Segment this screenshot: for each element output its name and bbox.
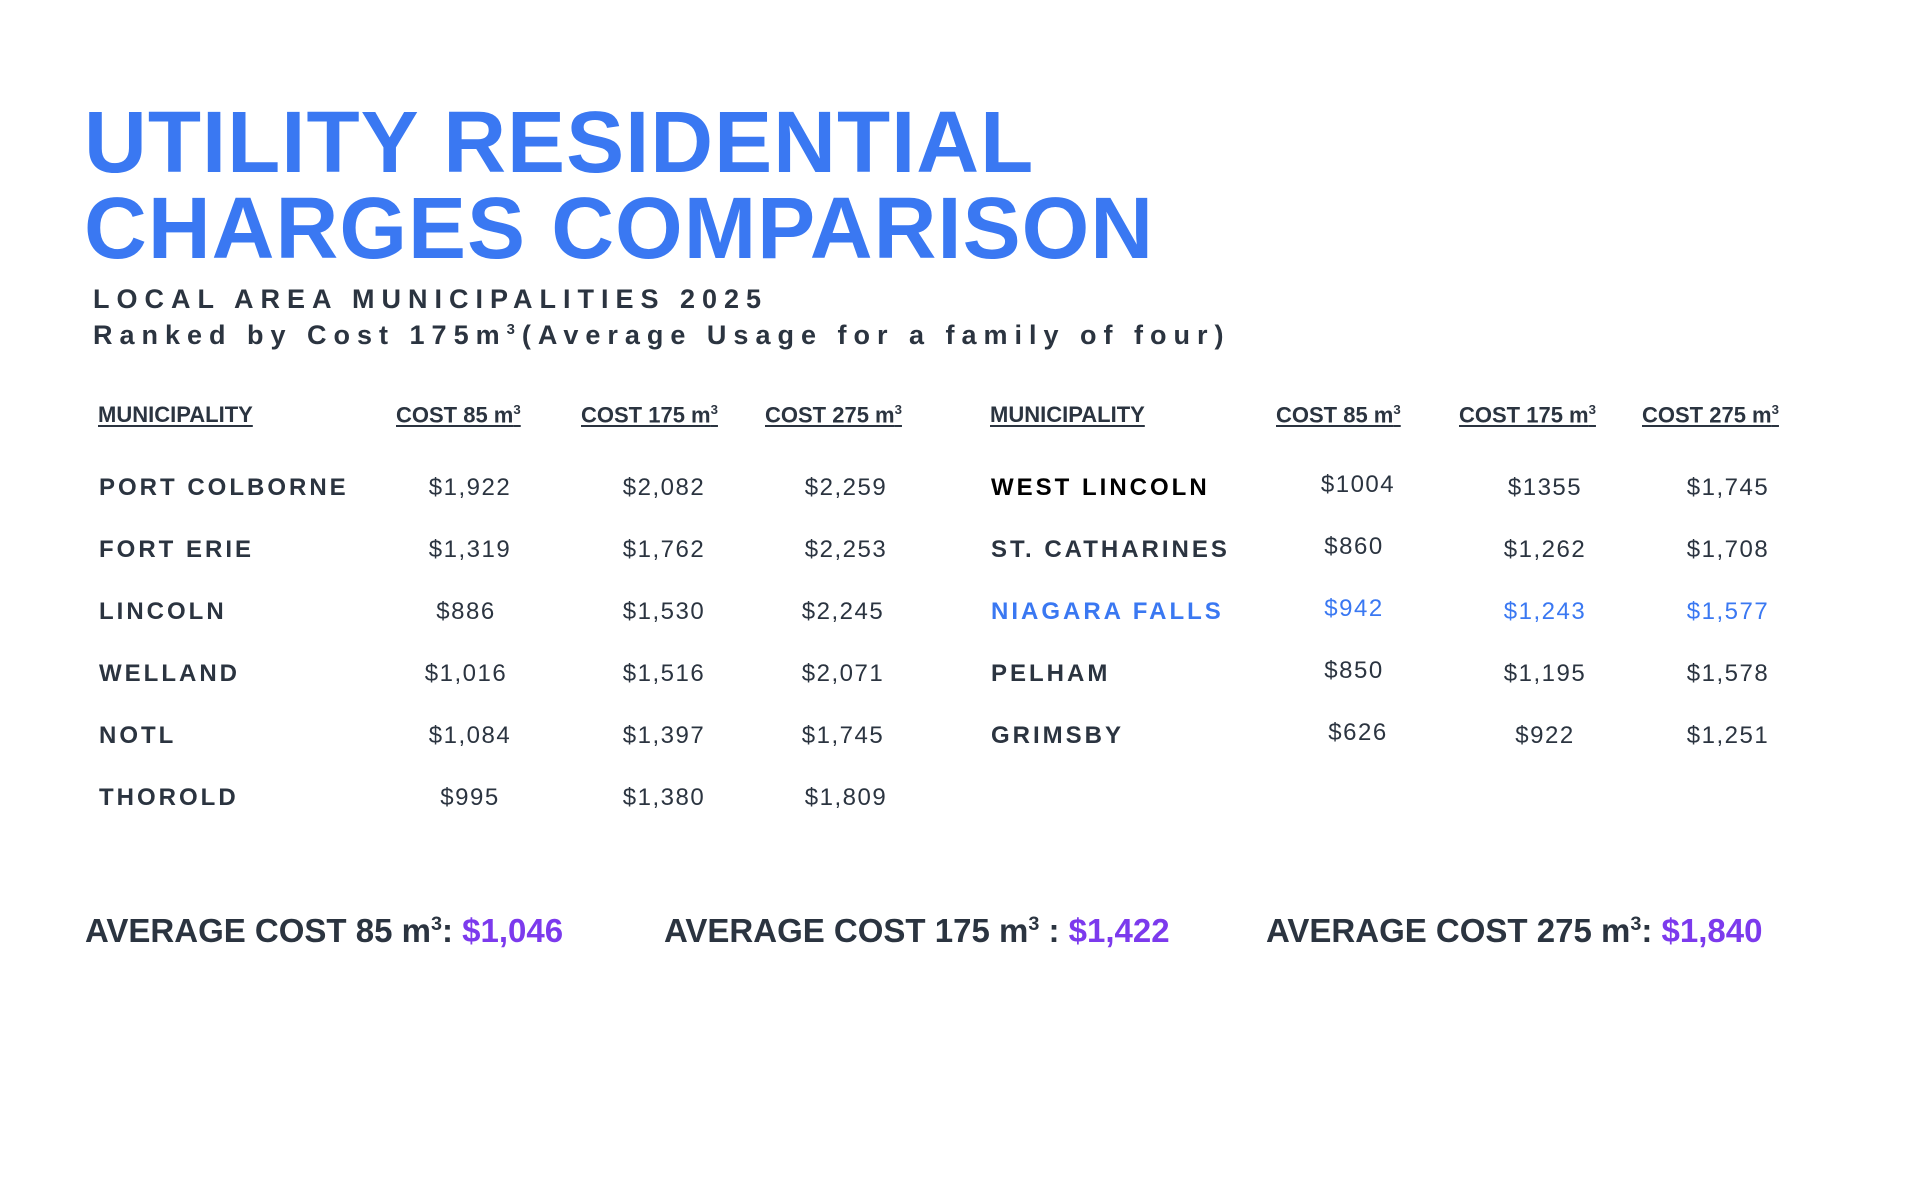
right-row-4-municipality: PELHAM [991,660,1111,687]
right-row-5-municipality: GRIMSBY [991,722,1125,749]
right-header-cost-85: COST 85 m3 [1276,402,1401,428]
left-row-4-cost-275: $2,071 [801,660,885,687]
average-cost-175-value: $1,422 [1068,912,1170,949]
right-row-4-cost-85: $850 [1324,657,1384,684]
average-cost-275-sup: 3 [1630,913,1642,935]
average-cost-175-sep: : [1039,912,1069,949]
right-row-1-cost-85: $1004 [1320,471,1396,498]
left-header-cost-275: COST 275 m3 [765,402,902,428]
average-cost-275-sep: : [1641,912,1662,949]
right-row-1-cost-175: $1355 [1507,474,1583,501]
left-row-3-cost-85: $886 [436,598,496,625]
average-cost-85-value: $1,046 [462,912,564,949]
left-header-cost-275-label: COST 275 m [765,402,895,428]
left-header-cost-85-sup: 3 [513,402,521,417]
average-cost-85: AVERAGE COST 85 m3: $1,046 [85,912,563,950]
left-row-6-cost-275: $1,809 [804,784,888,811]
left-row-5-cost-85: $1,084 [428,722,512,749]
right-header-cost-275-sup: 3 [1771,402,1779,417]
average-cost-175-sup: 3 [1028,913,1040,935]
left-header-cost-85: COST 85 m3 [396,402,521,428]
left-row-4-cost-175: $1,516 [622,660,706,687]
subtitle-line-2-text: Ranked by Cost 175m [93,320,507,350]
right-row-5-cost-85: $626 [1328,719,1388,746]
right-row-1-cost-275: $1,745 [1686,474,1770,501]
left-row-2-cost-175: $1,762 [622,536,706,563]
subtitle-line-2: Ranked by Cost 175m3(Average Usage for a… [93,315,1230,351]
left-row-4-municipality: WELLAND [99,660,240,687]
right-row-2-municipality: ST. CATHARINES [991,536,1230,563]
right-row-2-cost-275: $1,708 [1686,536,1770,563]
subtitle: LOCAL AREA MUNICIPALITIES 2025 Ranked by… [93,284,1230,351]
left-row-2-cost-275: $2,253 [804,536,888,563]
right-header-municipality: MUNICIPALITY [990,402,1145,427]
left-row-1-municipality: PORT COLBORNE [99,474,349,501]
left-header-cost-275-sup: 3 [894,402,902,417]
subtitle-line-1: LOCAL AREA MUNICIPALITIES 2025 [93,284,769,314]
right-header-cost-175: COST 175 m3 [1459,402,1596,428]
left-row-3-cost-275: $2,245 [801,598,885,625]
left-row-3-municipality: LINCOLN [99,598,227,625]
right-row-2-cost-85: $860 [1324,533,1384,560]
left-header-municipality: MUNICIPALITY [98,402,253,427]
average-cost-175: AVERAGE COST 175 m3 : $1,422 [664,912,1170,950]
right-header-cost-175-label: COST 175 m [1459,402,1589,428]
left-header-cost-85-label: COST 85 m [396,402,514,428]
right-row-5-cost-275: $1,251 [1686,722,1770,749]
average-cost-175-label: AVERAGE COST 175 m [664,912,1029,949]
average-cost-275-label: AVERAGE COST 275 m [1266,912,1631,949]
right-row-4-cost-175: $1,195 [1503,660,1587,687]
left-row-6-cost-85: $995 [440,784,500,811]
title-line-2: CHARGES COMPARISON [84,180,1155,277]
right-row-3-cost-175: $1,243 [1503,598,1587,625]
left-row-4-cost-85: $1,016 [424,660,508,687]
average-cost-275: AVERAGE COST 275 m3: $1,840 [1266,912,1762,950]
right-header-cost-275: COST 275 m3 [1642,402,1779,428]
right-row-3-cost-85: $942 [1324,595,1384,622]
left-row-3-cost-175: $1,530 [622,598,706,625]
right-row-1-municipality: WEST LINCOLN [991,474,1210,501]
left-row-5-cost-275: $1,745 [801,722,885,749]
left-row-6-cost-175: $1,380 [622,784,706,811]
left-row-1-cost-275: $2,259 [804,474,888,501]
left-header-cost-175-label: COST 175 m [581,402,711,428]
right-row-3-cost-275: $1,577 [1686,598,1770,625]
right-header-cost-85-label: COST 85 m [1276,402,1394,428]
right-header-cost-175-sup: 3 [1588,402,1596,417]
left-row-5-municipality: NOTL [99,722,177,749]
subtitle-superscript: 3 [506,322,522,338]
title-line-1: UTILITY RESIDENTIAL [84,94,1035,191]
subtitle-line-2-note: (Average Usage for a family of four) [521,320,1231,350]
left-row-5-cost-175: $1,397 [622,722,706,749]
left-row-1-cost-85: $1,922 [428,474,512,501]
right-row-5-cost-175: $922 [1515,722,1575,749]
right-row-2-cost-175: $1,262 [1503,536,1587,563]
right-header-cost-275-label: COST 275 m [1642,402,1772,428]
left-row-1-cost-175: $2,082 [622,474,706,501]
left-row-2-municipality: FORT ERIE [99,536,255,563]
left-row-2-cost-85: $1,319 [428,536,512,563]
average-cost-275-value: $1,840 [1661,912,1763,949]
average-cost-85-label: AVERAGE COST 85 m [85,912,431,949]
left-row-6-municipality: THOROLD [99,784,239,811]
right-row-4-cost-275: $1,578 [1686,660,1770,687]
left-header-cost-175: COST 175 m3 [581,402,718,428]
average-cost-85-sep: : [441,912,463,949]
right-row-3-municipality: NIAGARA FALLS [991,598,1224,625]
average-cost-85-sup: 3 [430,913,442,935]
right-header-cost-85-sup: 3 [1393,402,1401,417]
left-header-cost-175-sup: 3 [710,402,718,417]
page-title: UTILITY RESIDENTIAL CHARGES COMPARISON [84,94,1155,277]
